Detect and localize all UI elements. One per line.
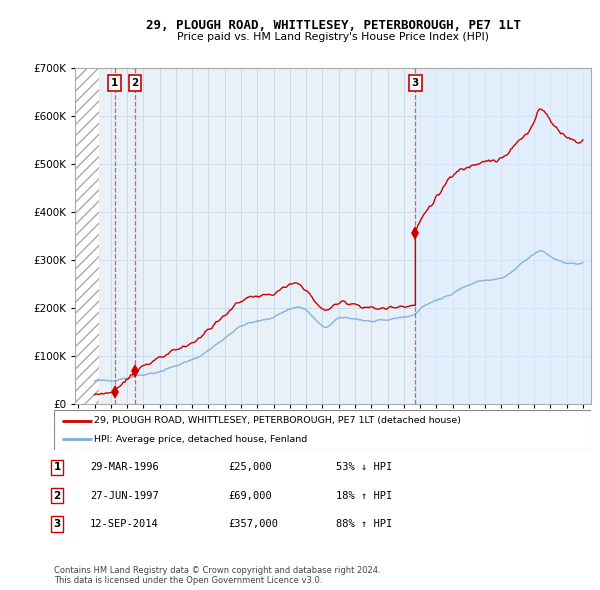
Text: 3: 3: [53, 519, 61, 529]
Text: 18% ↑ HPI: 18% ↑ HPI: [336, 491, 392, 500]
Text: 1: 1: [53, 463, 61, 472]
Text: 27-JUN-1997: 27-JUN-1997: [90, 491, 159, 500]
Bar: [75, 68, 98, 404]
Text: Contains HM Land Registry data © Crown copyright and database right 2024.
This d: Contains HM Land Registry data © Crown c…: [54, 566, 380, 585]
Text: Price paid vs. HM Land Registry's House Price Index (HPI): Price paid vs. HM Land Registry's House …: [177, 32, 489, 42]
Text: £25,000: £25,000: [228, 463, 272, 472]
Text: 12-SEP-2014: 12-SEP-2014: [90, 519, 159, 529]
Text: 3: 3: [412, 78, 419, 88]
Text: 88% ↑ HPI: 88% ↑ HPI: [336, 519, 392, 529]
Text: 53% ↓ HPI: 53% ↓ HPI: [336, 463, 392, 472]
Text: £69,000: £69,000: [228, 491, 272, 500]
Text: 2: 2: [53, 491, 61, 500]
Text: 1: 1: [111, 78, 118, 88]
Text: HPI: Average price, detached house, Fenland: HPI: Average price, detached house, Fenl…: [94, 435, 308, 444]
Text: 29, PLOUGH ROAD, WHITTLESEY, PETERBOROUGH, PE7 1LT: 29, PLOUGH ROAD, WHITTLESEY, PETERBOROUG…: [146, 19, 521, 32]
Text: £357,000: £357,000: [228, 519, 278, 529]
Bar: [415, 68, 591, 404]
Text: 2: 2: [131, 78, 139, 88]
Text: 29-MAR-1996: 29-MAR-1996: [90, 463, 159, 472]
Text: 29, PLOUGH ROAD, WHITTLESEY, PETERBOROUGH, PE7 1LT (detached house): 29, PLOUGH ROAD, WHITTLESEY, PETERBOROUG…: [94, 417, 461, 425]
